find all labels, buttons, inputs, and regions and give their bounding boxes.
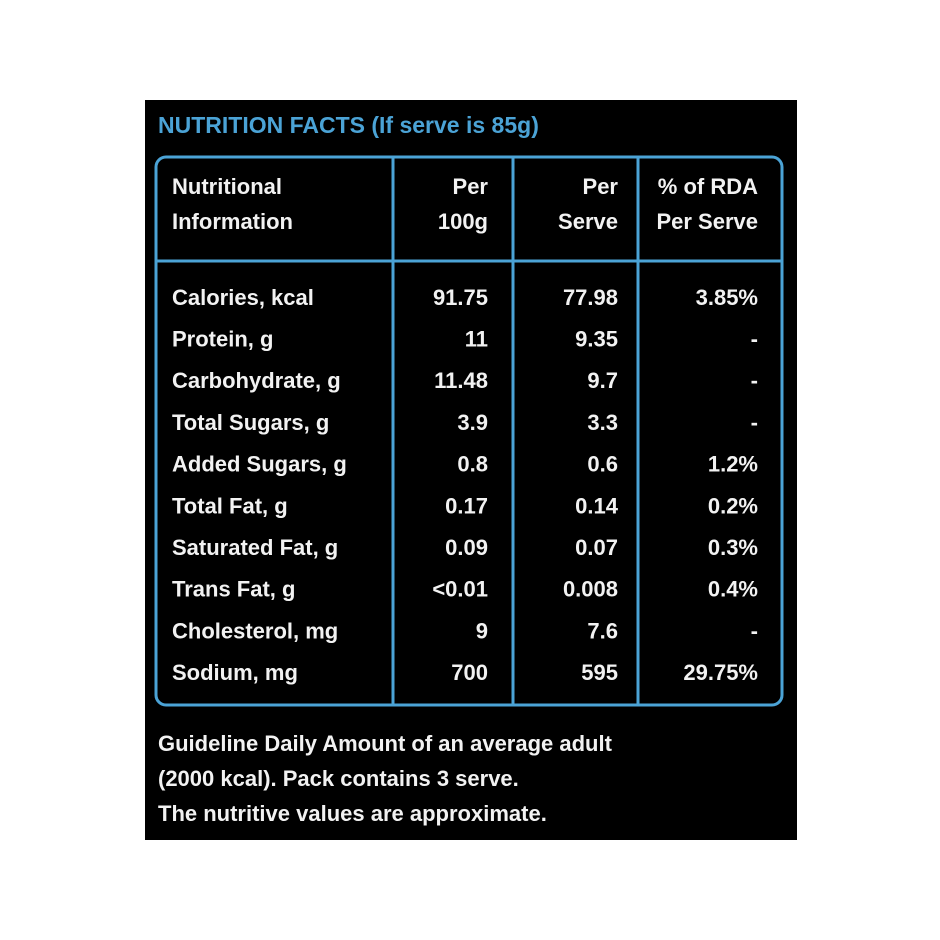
nutrient-name: Cholesterol, mg bbox=[172, 618, 338, 643]
label-panel bbox=[145, 100, 797, 840]
header-cell: Per bbox=[583, 174, 619, 199]
header-cell: % of RDA bbox=[658, 174, 758, 199]
nutrient-value: 0.008 bbox=[563, 577, 618, 602]
header-cell: Nutritional bbox=[172, 174, 282, 199]
nutrient-value: 91.75 bbox=[433, 285, 488, 310]
nutrient-value: 0.2% bbox=[708, 493, 758, 518]
nutrient-name: Carbohydrate, g bbox=[172, 368, 341, 393]
header-cell: Per Serve bbox=[656, 209, 758, 234]
nutrient-value: 11.48 bbox=[434, 368, 488, 393]
nutrient-value: - bbox=[751, 327, 758, 352]
nutrient-name: Trans Fat, g bbox=[172, 577, 295, 602]
nutrient-value: 0.6 bbox=[587, 452, 618, 477]
nutrient-value: 700 bbox=[451, 660, 488, 685]
nutrient-value: 0.07 bbox=[575, 535, 618, 560]
nutrient-value: - bbox=[751, 618, 758, 643]
header-cell: Per bbox=[453, 174, 489, 199]
nutrient-name: Protein, g bbox=[172, 327, 273, 352]
nutrient-name: Saturated Fat, g bbox=[172, 535, 338, 560]
nutrient-value: 0.3% bbox=[708, 535, 758, 560]
nutrient-value: 1.2% bbox=[708, 452, 758, 477]
nutrient-name: Total Fat, g bbox=[172, 493, 288, 518]
nutrient-value: - bbox=[751, 368, 758, 393]
nutrient-name: Calories, kcal bbox=[172, 285, 314, 310]
table-border bbox=[154, 155, 784, 707]
header-cell: Information bbox=[172, 209, 293, 234]
nutrient-name: Sodium, mg bbox=[172, 660, 298, 685]
nutrient-value: 595 bbox=[581, 660, 618, 685]
footer-note: (2000 kcal). Pack contains 3 serve. bbox=[158, 766, 519, 791]
nutrient-value: 0.8 bbox=[457, 452, 488, 477]
nutrient-name: Total Sugars, g bbox=[172, 410, 329, 435]
nutrient-value: 11 bbox=[465, 327, 488, 352]
nutrient-value: 9.7 bbox=[587, 368, 618, 393]
nutrient-value: 3.3 bbox=[587, 410, 618, 435]
header-cell: Serve bbox=[558, 209, 618, 234]
nutrient-value: 3.85% bbox=[696, 285, 758, 310]
footer-note: Guideline Daily Amount of an average adu… bbox=[158, 731, 613, 756]
footer-note: The nutritive values are approximate. bbox=[158, 801, 547, 826]
nutrient-value: 0.14 bbox=[575, 493, 619, 518]
nutrient-value: 7.6 bbox=[587, 618, 618, 643]
nutrient-value: 0.4% bbox=[708, 577, 758, 602]
nutrient-value: 29.75% bbox=[683, 660, 758, 685]
title: NUTRITION FACTS (If serve is 85g) bbox=[158, 112, 539, 138]
header-cell: 100g bbox=[438, 209, 488, 234]
nutrient-value: 77.98 bbox=[563, 285, 618, 310]
nutrient-value: 0.09 bbox=[445, 535, 488, 560]
nutrient-value: 0.17 bbox=[445, 493, 488, 518]
nutrient-value: - bbox=[751, 410, 758, 435]
nutrient-value: 3.9 bbox=[457, 410, 488, 435]
nutrient-value: <0.01 bbox=[432, 577, 488, 602]
nutrient-name: Added Sugars, g bbox=[172, 452, 347, 477]
nutrient-value: 9.35 bbox=[575, 327, 618, 352]
nutrient-value: 9 bbox=[476, 618, 488, 643]
